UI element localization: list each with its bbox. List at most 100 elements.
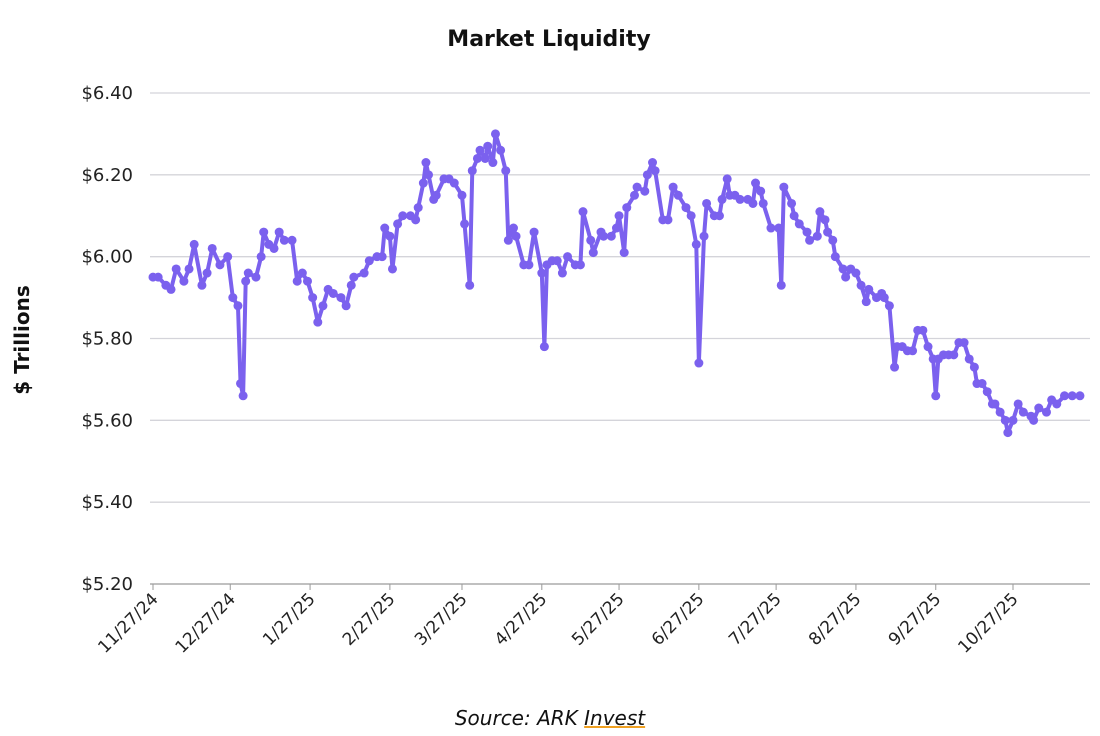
x-tick-label: 4/27/25: [491, 589, 551, 649]
data-point: [931, 391, 941, 401]
data-point: [223, 252, 233, 262]
data-point: [756, 186, 766, 196]
data-point: [702, 198, 712, 208]
x-tick-label: 2/27/25: [339, 589, 399, 649]
data-point: [460, 219, 470, 229]
data-point: [1003, 428, 1013, 438]
data-point: [524, 260, 534, 270]
data-point: [686, 211, 696, 221]
data-point: [449, 178, 459, 188]
data-point: [380, 223, 390, 233]
data-point: [812, 231, 822, 241]
data-point: [828, 235, 838, 245]
x-tick-label: 8/27/25: [805, 589, 865, 649]
data-point: [511, 231, 521, 241]
data-point: [424, 170, 434, 180]
data-point: [393, 219, 403, 229]
data-point: [1059, 391, 1069, 401]
data-point: [588, 248, 598, 258]
data-point: [539, 342, 549, 352]
data-point: [251, 272, 261, 282]
data-point: [236, 379, 246, 389]
y-tick-label: $5.40: [81, 492, 133, 513]
data-point: [794, 219, 804, 229]
data-point: [297, 268, 307, 278]
data-point: [851, 268, 861, 278]
data-point: [1029, 415, 1039, 425]
data-point: [748, 198, 758, 208]
source-text: Source: ARK: [454, 706, 585, 730]
data-point: [599, 231, 609, 241]
y-tick-label: $6.00: [81, 247, 133, 268]
data-point: [820, 215, 830, 225]
data-point: [480, 153, 490, 163]
data-point: [650, 166, 660, 176]
data-point: [815, 207, 825, 217]
data-point: [228, 293, 238, 303]
data-point: [622, 203, 632, 213]
data-point: [923, 342, 933, 352]
data-point: [735, 194, 745, 204]
data-point: [969, 362, 979, 372]
data-point: [503, 235, 513, 245]
data-point: [699, 231, 709, 241]
data-point: [421, 158, 431, 168]
data-point: [578, 207, 588, 217]
data-point: [364, 256, 374, 266]
data-point: [1041, 407, 1051, 417]
data-point: [346, 280, 356, 290]
data-point: [529, 227, 539, 237]
data-point: [557, 268, 567, 278]
data-point: [241, 276, 251, 286]
y-axis-ticks: $5.20 $5.40 $5.60 $5.80 $6.00 $6.20 $6.40: [81, 83, 133, 595]
chart: Market Liquidity $ Trillions $5.20 $5.40 $…: [10, 27, 1090, 658]
data-point: [238, 391, 248, 401]
data-point: [341, 301, 351, 311]
x-tick-label: 1/27/25: [259, 589, 319, 649]
data-point: [673, 190, 683, 200]
data-point: [611, 223, 621, 233]
data-point: [629, 190, 639, 200]
y-tick-label: $6.40: [81, 83, 133, 104]
x-tick-label: 10/27/25: [954, 589, 1022, 657]
data-point: [413, 203, 423, 213]
y-tick-label: $5.20: [81, 574, 133, 595]
data-point: [411, 215, 421, 225]
source-link[interactable]: Invest: [584, 706, 646, 730]
data-point: [884, 301, 894, 311]
data-point: [691, 239, 701, 249]
data-point: [779, 182, 789, 192]
data-point: [959, 338, 969, 348]
data-point: [1075, 391, 1085, 401]
data-point: [472, 153, 482, 163]
data-point: [787, 198, 797, 208]
data-point: [668, 182, 678, 192]
data-point: [663, 215, 673, 225]
data-point: [823, 227, 833, 237]
data-point: [802, 227, 812, 237]
data-point: [751, 178, 761, 188]
data-point: [890, 362, 900, 372]
data-point: [1067, 391, 1077, 401]
data-point: [619, 248, 629, 258]
data-point: [586, 235, 596, 245]
data-point: [189, 239, 199, 249]
data-point: [418, 178, 428, 188]
data-point: [864, 284, 874, 294]
data-point: [918, 325, 928, 335]
data-point: [830, 252, 840, 262]
data-point: [776, 280, 786, 290]
data-point: [1052, 399, 1062, 409]
data-point: [328, 288, 338, 298]
data-point: [563, 252, 573, 262]
data-point: [908, 346, 918, 356]
x-axis-ticks: 11/27/24 12/27/24 1/27/25 2/27/25 3/27/25 4/2…: [94, 584, 1023, 658]
data-point: [490, 129, 500, 139]
data-point: [171, 264, 181, 274]
data-point: [694, 358, 704, 368]
data-point: [789, 211, 799, 221]
data-point: [1018, 407, 1028, 417]
data-point: [398, 211, 408, 221]
data-point: [256, 252, 266, 262]
data-point: [501, 166, 511, 176]
